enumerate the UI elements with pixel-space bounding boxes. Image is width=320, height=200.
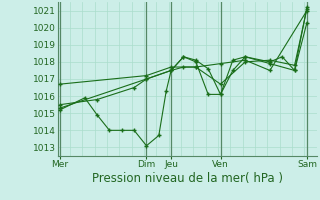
X-axis label: Pression niveau de la mer( hPa ): Pression niveau de la mer( hPa ) (92, 172, 283, 185)
